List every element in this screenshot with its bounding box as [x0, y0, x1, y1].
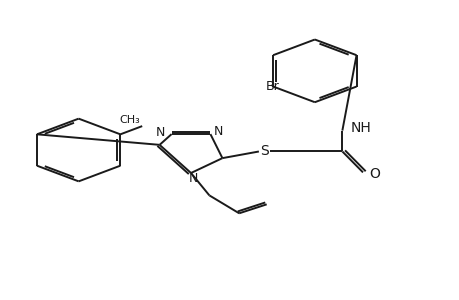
Text: Br: Br — [265, 80, 279, 93]
Text: N: N — [188, 172, 197, 185]
Text: N: N — [155, 126, 164, 139]
Text: S: S — [259, 145, 268, 158]
Text: CH₃: CH₃ — [119, 115, 140, 124]
Text: N: N — [213, 124, 223, 138]
Text: O: O — [368, 167, 379, 181]
Text: NH: NH — [350, 121, 370, 135]
